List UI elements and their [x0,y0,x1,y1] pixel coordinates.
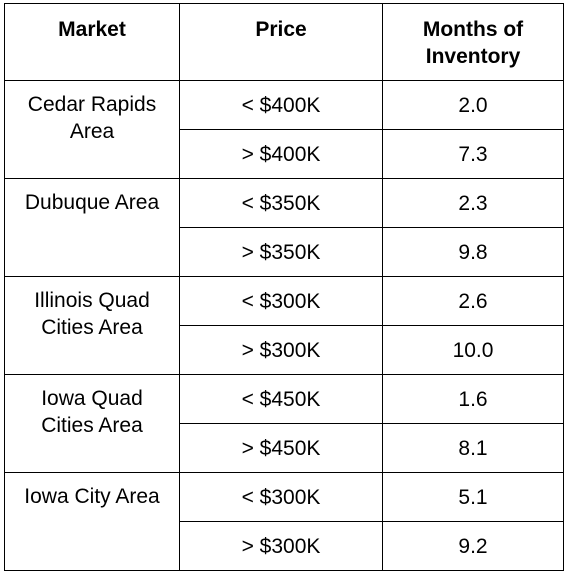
months-cell: 2.6 [382,276,564,326]
header-months-of-inventory: Months of Inventory [382,3,564,81]
header-market: Market [4,3,180,81]
months-cell: 5.1 [382,472,564,522]
price-cell: > $450K [179,423,383,473]
months-cell: 8.1 [382,423,564,473]
price-cell: < $400K [179,80,383,130]
header-market-label: Market [58,18,126,41]
table-row: Dubuque Area < $350K 2.3 [4,178,564,277]
table-row: Iowa City Area < $300K 5.1 [4,472,564,571]
market-name-line2: Area [69,120,115,143]
market-name-line1: Iowa City Area [24,485,160,508]
market-cell: Illinois Quad Cities Area [4,276,180,375]
months-cell: 10.0 [382,325,564,375]
market-cell: Dubuque Area [4,178,180,277]
market-name-line1: Dubuque Area [24,191,160,214]
months-cell: 7.3 [382,129,564,179]
table-row: > $450K 8.1 [5,423,564,473]
months-cell: 9.2 [382,521,564,571]
table-row: > $300K 10.0 [5,325,564,375]
months-cell: 9.8 [382,227,564,277]
price-cell: < $300K [179,276,383,326]
table-row: > $350K 9.8 [5,227,564,277]
market-name-line1: Cedar Rapids [27,93,157,116]
market-name-line1: Iowa Quad [41,387,143,410]
header-price: Price [179,3,383,81]
market-cell: Iowa City Area [4,472,180,571]
table-row: Iowa Quad Cities Area < $450K 1.6 [4,374,564,473]
price-cell: > $400K [179,129,383,179]
table-row: > $400K 7.3 [5,129,564,179]
header-months-line1: Months of [422,18,524,41]
table-row: > $300K 9.2 [5,521,564,571]
months-cell: 2.3 [382,178,564,228]
market-name-line1: Illinois Quad [34,289,150,312]
price-cell: > $350K [179,227,383,277]
inventory-table: Market Price Months of Inventory Cedar Ra… [4,3,564,571]
months-cell: 2.0 [382,80,564,130]
months-cell: 1.6 [382,374,564,424]
price-cell: > $300K [179,325,383,375]
table-row: Cedar Rapids Area < $400K 2.0 [4,80,564,179]
price-cell: < $350K [179,178,383,228]
market-name-line2: Cities Area [41,414,143,437]
header-price-label: Price [255,18,307,41]
table-row: Illinois Quad Cities Area < $300K 2.6 [4,276,564,375]
price-cell: > $300K [179,521,383,571]
price-cell: < $450K [179,374,383,424]
market-name-line2: Cities Area [41,316,143,339]
header-months-line2: Inventory [425,45,521,68]
header-row: Market Price Months of Inventory [4,3,564,81]
price-cell: < $300K [179,472,383,522]
market-cell: Iowa Quad Cities Area [4,374,180,473]
market-cell: Cedar Rapids Area [4,80,180,179]
